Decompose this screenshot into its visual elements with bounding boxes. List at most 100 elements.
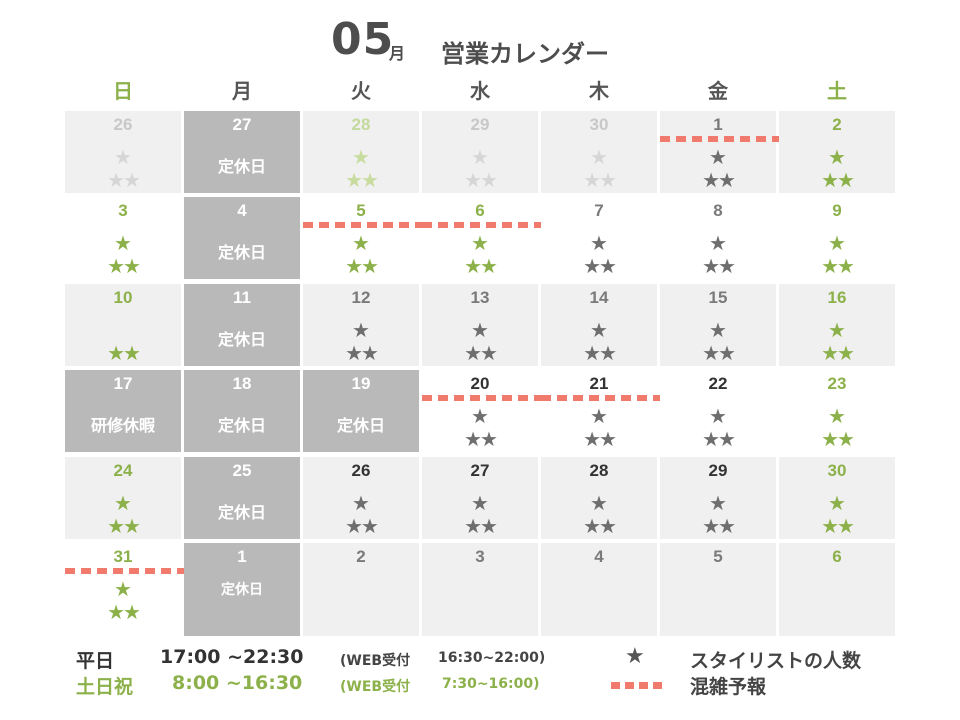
stylist-star-icon: ★★ bbox=[702, 254, 736, 278]
stylist-star-icon: ★ bbox=[828, 404, 846, 428]
calendar-title: 営業カレンダー bbox=[441, 40, 609, 68]
stylist-star-icon: ★ bbox=[471, 145, 489, 169]
stylist-star-icon: ★ bbox=[352, 318, 370, 342]
day-cell: 28 ★ ★★ bbox=[541, 457, 657, 539]
busy-forecast-marker bbox=[660, 136, 779, 142]
stylist-star-icon: ★ bbox=[709, 491, 727, 515]
day-cell: 21 ★ ★★ bbox=[541, 370, 657, 452]
day-cell: 6 bbox=[779, 543, 895, 636]
day-number: 5 bbox=[713, 547, 723, 566]
closed-day-label: 定休日 bbox=[217, 416, 266, 435]
closed-day-label: 定休日 bbox=[221, 582, 263, 598]
day-number: 5 bbox=[356, 201, 366, 220]
star-legend-icon: ★ bbox=[625, 644, 645, 669]
weekday-web-label: (WEB受付 bbox=[340, 653, 411, 669]
closed-day-label: 定休日 bbox=[217, 503, 266, 522]
day-cell: 23 ★ ★★ bbox=[779, 370, 895, 452]
star-legend-label: スタイリストの人数 bbox=[690, 650, 862, 672]
stylist-star-icon: ★★ bbox=[345, 254, 379, 278]
stylist-star-icon: ★★ bbox=[583, 514, 617, 538]
stylist-star-icon: ★ bbox=[709, 231, 727, 255]
stylist-star-icon: ★★ bbox=[821, 168, 855, 192]
weekday-label: 土 bbox=[827, 79, 847, 103]
stylist-star-icon: ★ bbox=[352, 491, 370, 515]
calendar-header: 05 月 営業カレンダー bbox=[0, 0, 960, 80]
busy-forecast-marker bbox=[65, 568, 184, 574]
stylist-star-icon: ★★ bbox=[464, 168, 498, 192]
stylist-star-icon: ★★ bbox=[345, 514, 379, 538]
day-number: 30 bbox=[589, 115, 609, 134]
day-cell: 29 ★ ★★ bbox=[422, 111, 538, 193]
stylist-star-icon: ★ bbox=[471, 491, 489, 515]
weekday-label: 金 bbox=[708, 79, 728, 103]
stylist-star-icon: ★ bbox=[352, 231, 370, 255]
day-cell: 12 ★ ★★ bbox=[303, 284, 419, 366]
day-cell: 16 ★ ★★ bbox=[779, 284, 895, 366]
day-number: 10 bbox=[113, 288, 133, 307]
stylist-star-icon: ★ bbox=[709, 318, 727, 342]
closed-day-label: 定休日 bbox=[336, 416, 385, 435]
day-cell: 7 ★ ★★ bbox=[541, 197, 657, 279]
stylist-star-icon: ★ bbox=[709, 404, 727, 428]
stylist-star-icon: ★ bbox=[471, 231, 489, 255]
day-number: 3 bbox=[118, 201, 128, 220]
stylist-star-icon: ★ bbox=[828, 318, 846, 342]
day-number: 16 bbox=[827, 288, 847, 307]
busy-forecast-marker bbox=[541, 395, 660, 401]
weekday-label: 日 bbox=[113, 79, 133, 103]
busy-forecast-marker bbox=[422, 222, 541, 228]
day-number: 24 bbox=[113, 461, 133, 480]
stylist-star-icon: ★★ bbox=[821, 514, 855, 538]
closed-day-label: 定休日 bbox=[217, 243, 266, 262]
day-cell: 19 定休日 bbox=[303, 370, 419, 452]
day-cell: 1 定休日 bbox=[184, 543, 300, 636]
stylist-star-icon: ★ bbox=[590, 491, 608, 515]
weekday-hours-time: 17:00 ~22:30 bbox=[160, 646, 304, 668]
weekday-hours-label: 平日 bbox=[76, 650, 115, 672]
stylist-star-icon: ★★ bbox=[107, 254, 141, 278]
day-cell: 5 bbox=[660, 543, 776, 636]
day-number: 30 bbox=[827, 461, 847, 480]
day-number: 21 bbox=[589, 374, 609, 393]
day-number: 19 bbox=[351, 374, 371, 393]
day-cell: 9 ★ ★★ bbox=[779, 197, 895, 279]
stylist-star-icon: ★ bbox=[352, 145, 370, 169]
day-number: 28 bbox=[351, 115, 371, 134]
stylist-star-icon: ★ bbox=[709, 145, 727, 169]
day-cell: 10 ★★ bbox=[65, 284, 181, 366]
day-cell: 22 ★ ★★ bbox=[660, 370, 776, 452]
day-cell: 17 研修休暇 bbox=[65, 370, 181, 452]
stylist-star-icon: ★ bbox=[114, 491, 132, 515]
day-cell: 2 bbox=[303, 543, 419, 636]
stylist-star-icon: ★★ bbox=[583, 168, 617, 192]
day-number: 2 bbox=[356, 547, 366, 566]
day-cell: 24 ★ ★★ bbox=[65, 457, 181, 539]
weekday-web-time: 16:30~22:00) bbox=[438, 650, 546, 666]
stylist-star-icon: ★ bbox=[590, 145, 608, 169]
day-number: 8 bbox=[713, 201, 723, 220]
day-cell: 27 ★ ★★ bbox=[422, 457, 538, 539]
day-number: 7 bbox=[594, 201, 604, 220]
stylist-star-icon: ★★ bbox=[702, 514, 736, 538]
weekday-label: 月 bbox=[232, 79, 252, 103]
closed-day-label: 定休日 bbox=[217, 157, 266, 176]
stylist-star-icon: ★ bbox=[114, 231, 132, 255]
stylist-star-icon: ★★ bbox=[583, 254, 617, 278]
closed-day-label: 定休日 bbox=[217, 330, 266, 349]
day-number: 12 bbox=[351, 288, 371, 307]
day-number: 27 bbox=[232, 115, 252, 134]
day-number: 26 bbox=[351, 461, 371, 480]
day-cell: 31 ★ ★★ bbox=[65, 543, 181, 636]
day-cell: 3 ★ ★★ bbox=[65, 197, 181, 279]
day-number: 25 bbox=[232, 461, 252, 480]
day-number: 27 bbox=[470, 461, 490, 480]
day-cell: 30 ★ ★★ bbox=[541, 111, 657, 193]
day-cell: 8 ★ ★★ bbox=[660, 197, 776, 279]
day-number: 13 bbox=[470, 288, 490, 307]
stylist-star-icon: ★★ bbox=[107, 341, 141, 365]
weekend-web-label: (WEB受付 bbox=[340, 679, 411, 695]
stylist-star-icon: ★★ bbox=[821, 427, 855, 451]
day-number: 1 bbox=[237, 547, 247, 566]
day-number: 18 bbox=[232, 374, 252, 393]
busy-legend-label: 混雑予報 bbox=[690, 676, 767, 698]
